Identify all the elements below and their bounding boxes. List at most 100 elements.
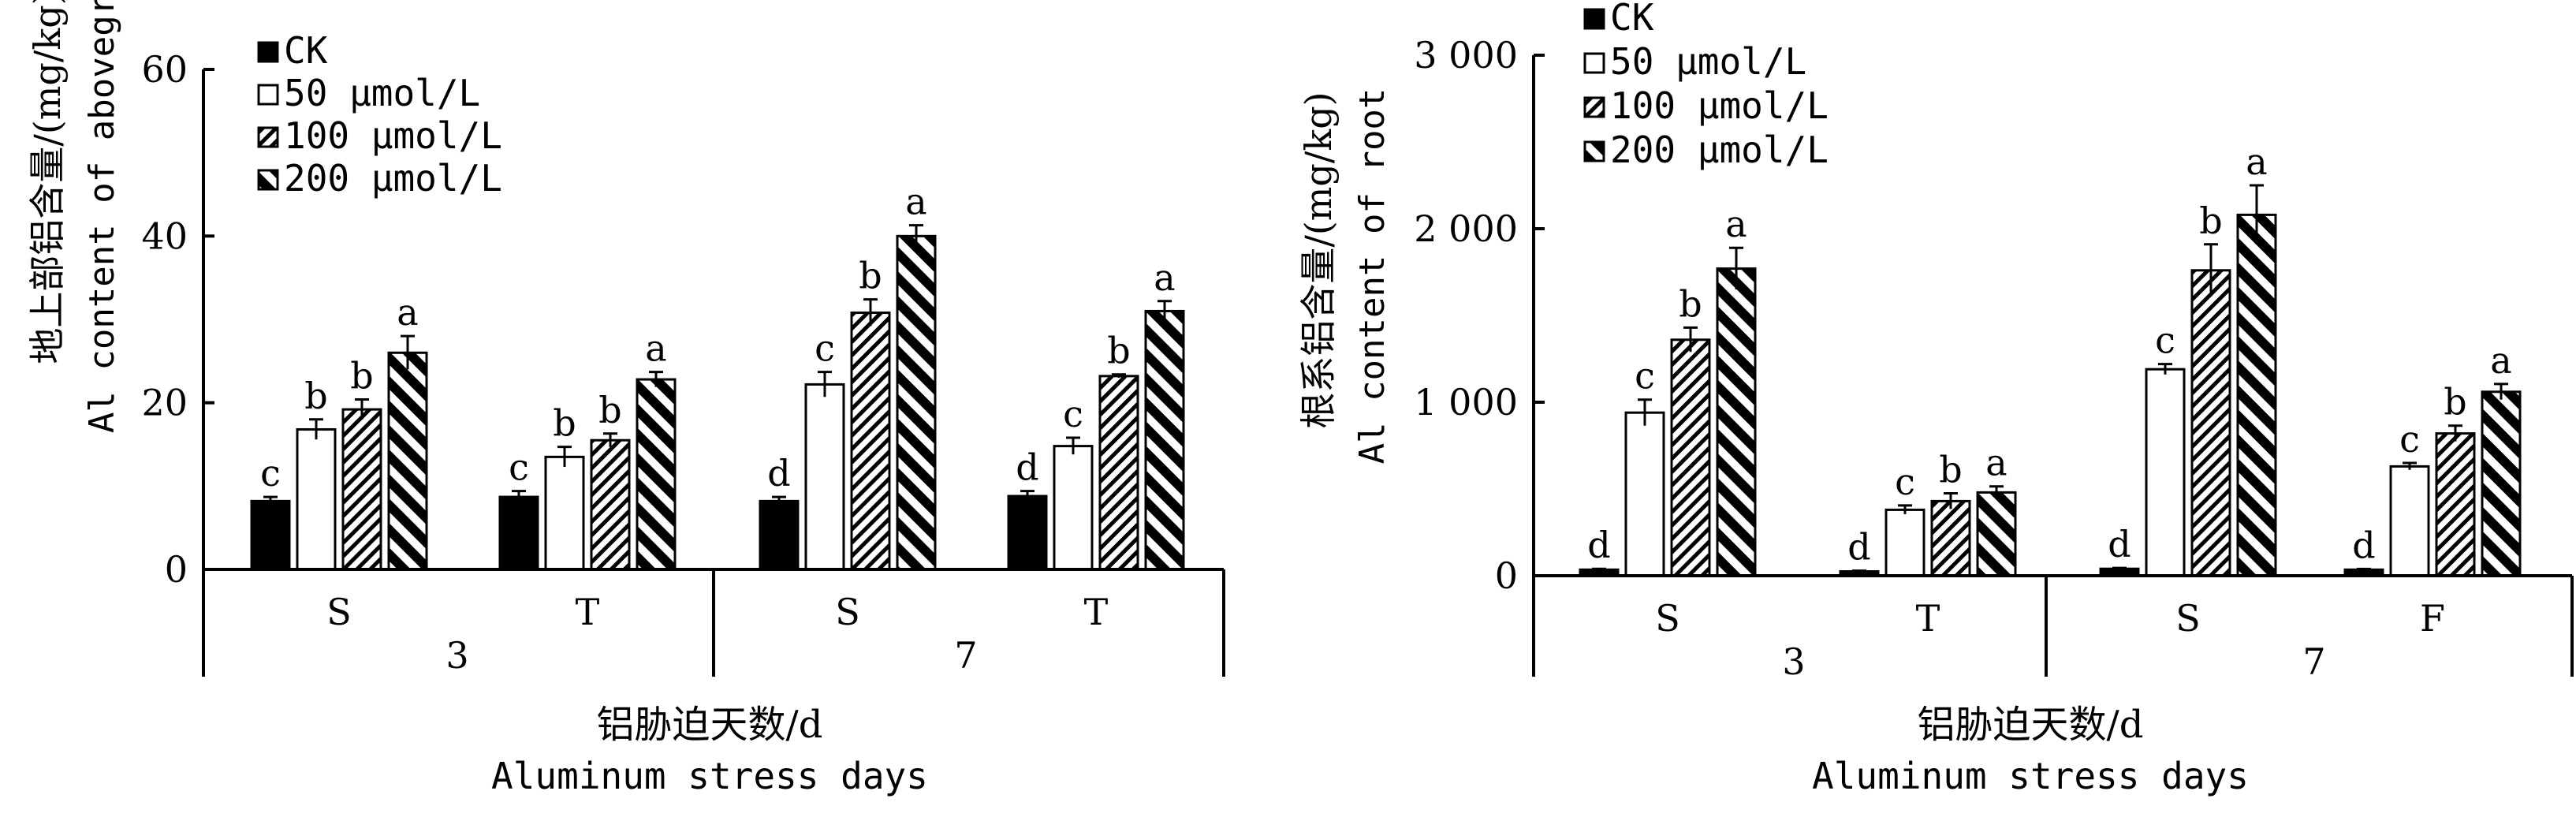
left-legend-label: CK	[284, 29, 328, 72]
right-significance-letter: d	[2108, 523, 2131, 565]
right-significance-letter: a	[2490, 339, 2511, 382]
left-significance-letter: d	[767, 452, 790, 494]
left-significance-letter: c	[260, 452, 281, 494]
right-legend-swatch	[1583, 8, 1605, 30]
right-category-label: S	[1655, 597, 1680, 640]
right-significance-letter: b	[2444, 381, 2466, 424]
left-bar	[498, 495, 539, 571]
right-legend-swatch	[1583, 96, 1605, 118]
left-significance-letter: b	[598, 389, 621, 431]
right-bar	[2236, 213, 2277, 577]
right-significance-letter: d	[1847, 526, 1870, 569]
right-y-tick-label: 2 000	[1414, 207, 1518, 250]
right-y-tick-label: 0	[1495, 554, 1518, 597]
left-y-tick-label: 40	[141, 215, 188, 257]
left-bar	[896, 234, 937, 571]
left-significance-letter: b	[553, 402, 576, 445]
right-significance-letter: b	[2199, 200, 2222, 242]
right-significance-letter: c	[2399, 418, 2420, 461]
left-significance-letter: b	[859, 255, 882, 297]
left-significance-letter: a	[397, 291, 418, 334]
right-significance-letter: c	[1895, 461, 1915, 503]
right-significance-letter: b	[1679, 282, 1702, 325]
left-legend-swatch	[257, 84, 279, 106]
left-axes: 0 20 40 60 S T S T 3 7	[141, 48, 1225, 677]
left-group-label: 3	[445, 634, 468, 677]
left-bar	[387, 351, 428, 571]
right-y-tick-label: 3 000	[1414, 34, 1518, 77]
right-significance-letter: d	[2352, 524, 2375, 566]
right-bar	[1670, 338, 1711, 577]
right-significance-letter: a	[1725, 203, 1747, 245]
left-bar	[1144, 309, 1185, 571]
left-significance-letter: a	[645, 327, 666, 370]
right-legend-swatch	[1583, 140, 1605, 162]
right-legend-label: 50 μmol/L	[1610, 40, 1806, 83]
right-significance-letter: a	[2246, 140, 2267, 183]
left-ylabel-en: Al content of aboveground	[82, 0, 122, 433]
left-significance-letter: b	[304, 375, 327, 417]
right-category-label: F	[2420, 597, 2445, 640]
left-legend-swatch	[257, 126, 279, 148]
right-category-label: S	[2175, 597, 2201, 640]
left-bar	[1007, 494, 1048, 571]
right-bar	[1624, 411, 1665, 577]
left-bar	[250, 499, 291, 571]
right-ylabel-en: Al content of root	[1352, 88, 1392, 465]
left-bar	[296, 427, 337, 571]
right-group-label: 3	[1782, 640, 1805, 683]
left-category-label: T	[576, 591, 600, 633]
left-xlabel-cn: 铝胁迫天数/d	[597, 703, 823, 747]
left-significance-letter: d	[1016, 446, 1038, 489]
left-y-tick-label: 0	[165, 548, 188, 591]
right-legend-label: 100 μmol/L	[1610, 84, 1829, 127]
right-legend-label: CK	[1610, 0, 1654, 39]
left-y-tick-label: 20	[141, 382, 188, 424]
right-legend-swatch	[1583, 52, 1605, 74]
left-legend-swatch	[257, 41, 279, 63]
right-legend-label: 200 μmol/L	[1610, 129, 1829, 171]
right-bar	[1884, 508, 1925, 577]
right-significance-letter: b	[1939, 449, 1962, 491]
left-category-label: S	[326, 591, 352, 633]
left-bar	[636, 378, 677, 571]
left-significance-letter: c	[509, 446, 529, 489]
right-bar	[2190, 269, 2231, 577]
left-bar	[1098, 375, 1139, 571]
left-bar	[544, 455, 585, 571]
left-bar	[759, 499, 800, 571]
right-significance-letter: c	[2155, 319, 2175, 362]
right-bar	[2435, 432, 2476, 577]
left-xlabel-en: Aluminum stress days	[491, 755, 928, 797]
right-xlabel-cn: 铝胁迫天数/d	[1918, 703, 2144, 747]
right-y-tick-label: 1 000	[1414, 381, 1518, 424]
left-category-label: S	[835, 591, 860, 633]
left-significance-letter: a	[1154, 256, 1175, 299]
left-bar	[590, 438, 631, 571]
left-bar	[804, 383, 845, 571]
right-bar	[2481, 390, 2522, 577]
right-bar	[1930, 499, 1971, 577]
left-significance-letter: a	[905, 181, 926, 223]
right-axes: 0 1 000 2 000 3 000 S T S F 3 7	[1414, 34, 2574, 683]
right-bar	[1976, 491, 2017, 577]
left-ylabel-cn: 地上部铝含量/(mg/kg)	[26, 0, 69, 364]
right-bar	[2389, 465, 2430, 577]
right-bar	[1716, 267, 1757, 577]
left-bar	[341, 408, 382, 571]
left-significance-letter: c	[1063, 393, 1083, 435]
right-significance-letter: d	[1587, 524, 1610, 566]
left-legend-label: 100 μmol/L	[284, 114, 502, 157]
left-legend-swatch	[257, 169, 279, 191]
left-bar	[1053, 445, 1094, 571]
right-ylabel-cn: 根系铝含量/(mg/kg)	[1297, 91, 1340, 428]
left-significance-letter: b	[1107, 330, 1130, 372]
left-significance-letter: b	[350, 354, 373, 397]
left-legend-label: 200 μmol/L	[284, 157, 502, 200]
